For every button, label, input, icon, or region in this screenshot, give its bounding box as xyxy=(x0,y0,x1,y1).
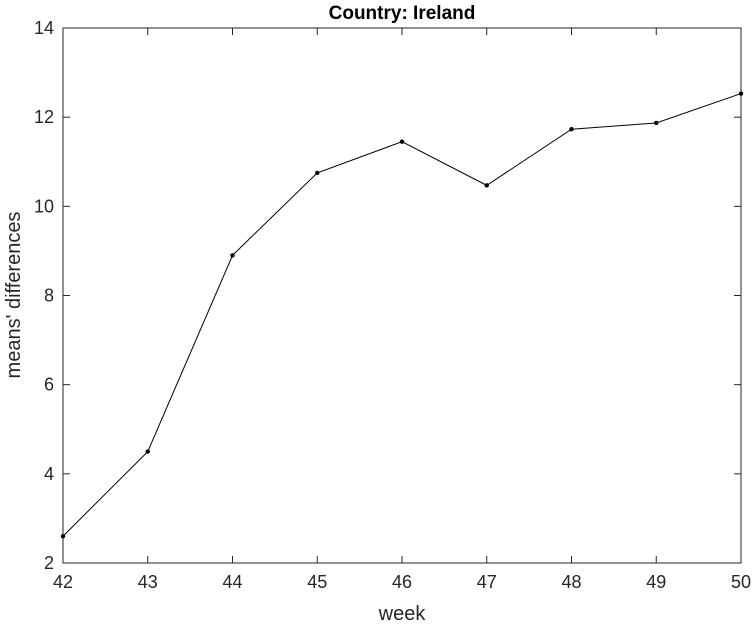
x-axis-label: week xyxy=(378,603,427,625)
y-tick-label: 6 xyxy=(44,375,54,395)
chart-title: Country: Ireland xyxy=(329,3,476,24)
data-point xyxy=(484,183,489,188)
data-point xyxy=(60,534,66,539)
y-axis-ticks: 2 4 6 8 10 12 14 xyxy=(34,18,741,573)
data-series xyxy=(60,91,744,539)
y-tick-label: 2 xyxy=(44,553,54,573)
data-point xyxy=(315,170,320,176)
x-tick-label: 42 xyxy=(53,572,73,592)
y-tick-label: 10 xyxy=(34,196,54,216)
x-tick-label: 46 xyxy=(392,572,412,592)
x-tick-label: 48 xyxy=(561,572,581,592)
y-axis-label: means' differences xyxy=(3,212,25,379)
x-tick-label: 50 xyxy=(731,572,751,592)
plot-area xyxy=(62,27,742,564)
x-axis-ticks: 42 43 44 45 46 47 48 49 50 xyxy=(53,28,751,592)
x-tick-label: 44 xyxy=(222,572,242,592)
y-tick-label: 4 xyxy=(44,464,54,484)
data-point xyxy=(738,91,744,96)
y-tick-label: 8 xyxy=(44,286,54,306)
x-tick-label: 45 xyxy=(307,572,327,592)
data-point xyxy=(230,253,235,258)
data-point xyxy=(569,127,574,132)
y-tick-label: 14 xyxy=(34,18,54,38)
x-tick-label: 49 xyxy=(646,572,666,592)
data-point xyxy=(654,120,659,126)
data-point xyxy=(399,139,405,144)
y-tick-label: 12 xyxy=(34,107,54,127)
x-tick-label: 47 xyxy=(477,572,497,592)
data-point xyxy=(145,449,150,454)
x-tick-label: 43 xyxy=(138,572,158,592)
